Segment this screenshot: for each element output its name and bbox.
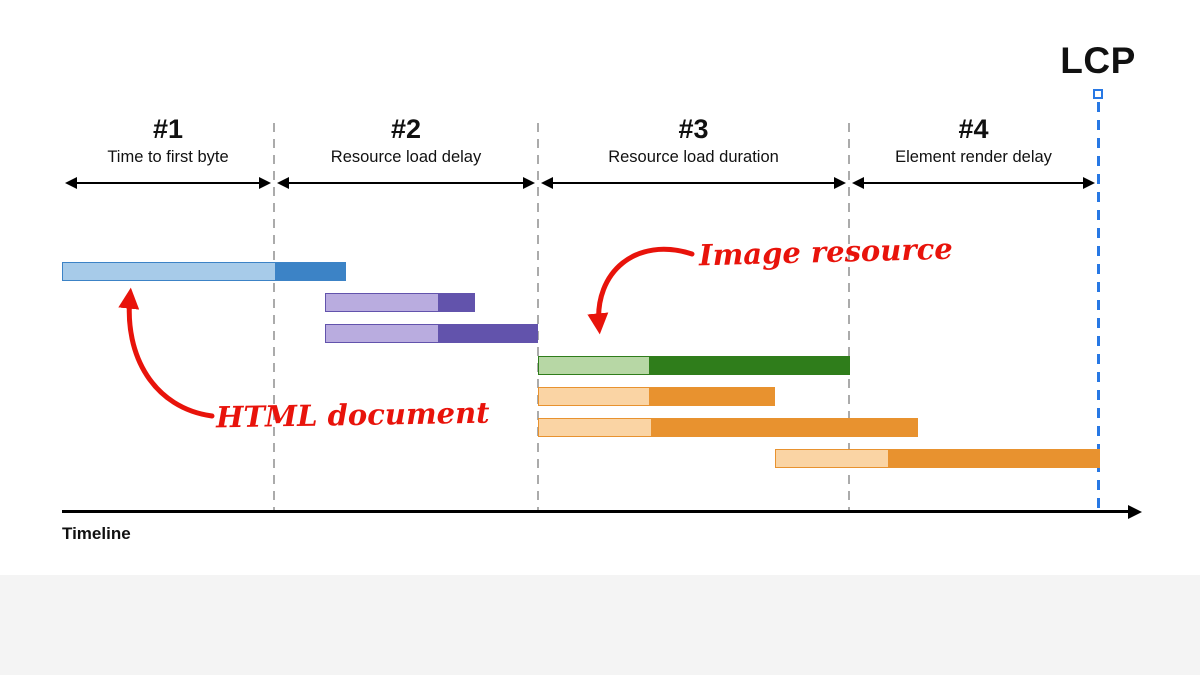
section-range-arrow	[62, 176, 274, 189]
stylesheet-bar	[325, 324, 538, 343]
script-bar-dark-segment	[651, 419, 917, 436]
arrowhead-left-icon	[65, 176, 77, 189]
script-bar-light-segment	[539, 388, 649, 405]
timeline-axis	[62, 510, 1130, 513]
arrowhead-right-icon	[834, 176, 846, 189]
arrowhead-left-icon	[541, 176, 553, 189]
script-bar-light-segment	[776, 450, 888, 467]
legend-strip: DocumentStylesheetScriptImage	[0, 575, 1200, 675]
document-bar	[62, 262, 346, 281]
stylesheet-bar-light-segment	[326, 325, 438, 342]
section-divider-line	[273, 123, 275, 512]
script-bar	[538, 387, 775, 406]
timeline-label: Timeline	[62, 524, 131, 543]
section-number: #4	[958, 114, 989, 144]
stylesheet-bar-light-segment	[326, 294, 438, 311]
lcp-dashed-line	[1096, 102, 1100, 512]
script-bar	[538, 418, 918, 437]
html-document-arrow	[118, 287, 215, 419]
image-resource-arrow	[587, 246, 695, 335]
arrowhead-left-icon	[852, 176, 864, 189]
section-1: #1 Time to first byte	[62, 113, 274, 189]
section-number: #3	[678, 114, 709, 144]
section-number: #2	[390, 114, 422, 144]
stylesheet-bar	[325, 293, 475, 312]
script-bar-light-segment	[539, 419, 651, 436]
arrowhead-left-icon	[277, 176, 289, 189]
script-bar-dark-segment	[649, 388, 774, 405]
image-bar	[538, 356, 850, 375]
image-bar-dark-segment	[649, 357, 849, 374]
lcp-marker-square	[1092, 89, 1103, 99]
section-2: #2 Resource load delay	[274, 113, 538, 189]
document-bar-light-segment	[63, 263, 275, 280]
section-label: Resource load delay	[330, 148, 482, 167]
stylesheet-bar-dark-segment	[438, 325, 537, 342]
section-range-arrow	[849, 176, 1098, 189]
section-number: #1	[152, 114, 184, 144]
section-range-arrow	[274, 176, 538, 189]
lcp-title: LCP	[1060, 40, 1136, 81]
image-bar-light-segment	[539, 357, 649, 374]
timeline-axis-arrowhead	[1128, 504, 1142, 519]
section-divider-line	[848, 123, 850, 512]
section-4: #4 Element render delay	[849, 113, 1098, 189]
section-range-arrow	[538, 176, 849, 189]
stylesheet-bar-dark-segment	[438, 294, 474, 311]
section-label: Element render delay	[895, 148, 1052, 167]
html-document-label: HTML document	[215, 395, 490, 435]
section-divider-line	[537, 123, 539, 512]
image-resource-label: Image resource	[698, 231, 954, 273]
document-bar-dark-segment	[275, 263, 345, 280]
arrowhead-right-icon	[523, 176, 535, 189]
section-3: #3 Resource load duration	[538, 113, 849, 189]
arrowhead-right-icon	[1083, 176, 1095, 189]
section-label: Resource load duration	[608, 148, 779, 167]
script-bar	[775, 449, 1100, 468]
script-bar-dark-segment	[888, 450, 1099, 467]
section-label: Time to first byte	[107, 148, 229, 167]
arrowhead-right-icon	[259, 176, 271, 189]
